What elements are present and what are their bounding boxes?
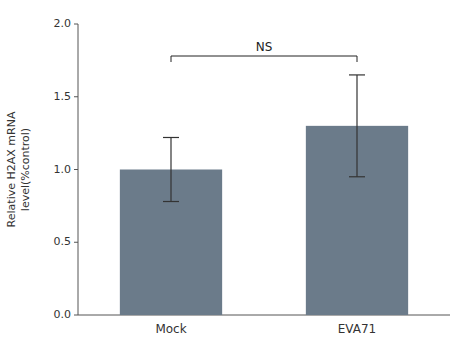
y-axis-label-line: Relative H2AX mRNA [5,111,18,227]
error-bar-cap [349,176,365,177]
y-tick-label: 2.0 [54,17,72,30]
x-tick-label: EVA71 [338,322,377,336]
bracket [171,56,357,62]
plot-area [120,75,408,315]
x-tick-label: Mock [155,322,186,336]
y-tick [74,169,78,170]
y-axis-label-line: level(%control) [19,128,32,211]
error-bar-line [356,75,357,177]
error-bar-line [170,137,171,201]
y-tick [74,315,78,316]
error-bar-cap [163,201,179,202]
y-axis-label: Relative H2AX mRNAlevel(%control) [5,111,31,227]
annotation: NS [256,40,273,54]
y-tick [74,96,78,97]
error-bar [349,75,365,177]
y-axis [78,24,79,315]
error-bar-cap [163,137,179,138]
error-bar [163,137,179,201]
y-tick [74,24,78,25]
chart: 0.0 0.5 1.0 1.5 2.0 Relative H2AX mRNAlevel(%… [0,0,474,355]
y-tick [74,242,78,243]
y-tick-label: 1.0 [54,163,72,176]
y-tick-label: 0.0 [54,308,72,321]
y-tick-label: 0.5 [54,235,72,248]
error-bar-cap [349,74,365,75]
y-tick-label: 1.5 [54,90,72,103]
